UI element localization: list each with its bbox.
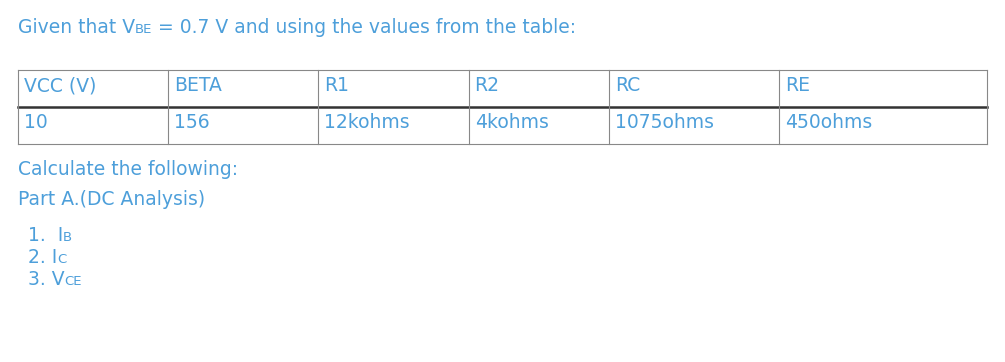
Text: Given that V: Given that V [18,18,135,37]
Text: 1075ohms: 1075ohms [615,113,715,132]
Text: BE: BE [135,23,153,36]
Text: 4kohms: 4kohms [474,113,549,132]
Text: RC: RC [615,76,640,95]
Text: 1.  I: 1. I [28,226,63,245]
Text: 3. V: 3. V [28,270,64,289]
Text: 12kohms: 12kohms [325,113,410,132]
Text: VCC (V): VCC (V) [24,76,96,95]
Text: B: B [63,231,72,244]
Text: 2. I: 2. I [28,248,57,267]
Text: BETA: BETA [174,76,222,95]
Text: R2: R2 [474,76,499,95]
Text: 10: 10 [24,113,48,132]
Text: Part A.(DC Analysis): Part A.(DC Analysis) [18,190,205,209]
Text: = 0.7 V and using the values from the table:: = 0.7 V and using the values from the ta… [153,18,577,37]
Text: Calculate the following:: Calculate the following: [18,160,238,179]
Text: C: C [57,253,66,266]
Text: R1: R1 [325,76,350,95]
Text: RE: RE [785,76,810,95]
Text: CE: CE [64,275,82,288]
Text: 450ohms: 450ohms [785,113,872,132]
Text: 156: 156 [174,113,210,132]
